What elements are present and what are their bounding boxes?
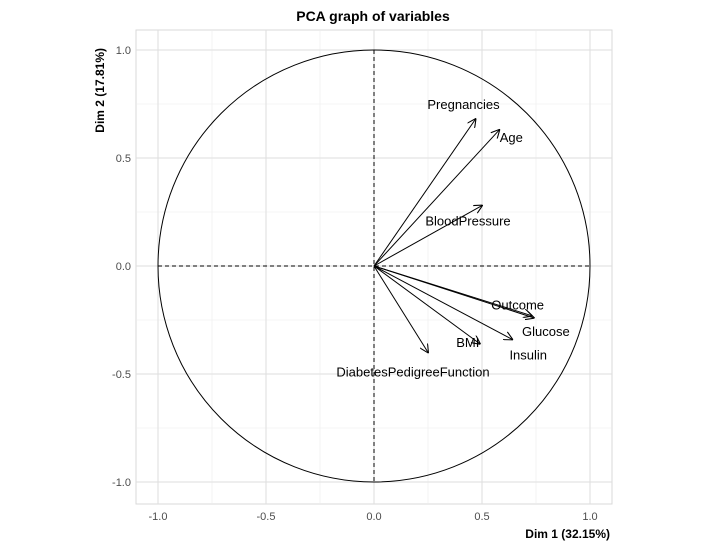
y-axis-title: Dim 2 (17.81%)	[93, 48, 107, 133]
label-bmi: BMI	[456, 335, 479, 350]
arrow-age	[373, 130, 499, 267]
arrow-glucose	[373, 265, 534, 318]
variable-labels: Pregnancies Age BloodPressure Outcome Glucos…	[336, 97, 569, 379]
y-tick-label: 0.0	[116, 261, 131, 273]
chart-title: PCA graph of variables	[296, 8, 450, 24]
x-tick-label: -1.0	[149, 511, 168, 523]
reference-lines	[158, 50, 590, 482]
label-pregnancies: Pregnancies	[427, 97, 500, 112]
arrow-insulin	[373, 265, 512, 339]
x-tick-label: 0.0	[366, 511, 381, 523]
y-tick-label: 0.5	[116, 153, 131, 165]
x-axis-title: Dim 1 (32.15%)	[525, 527, 610, 541]
label-diabetespedigreefunction: DiabetesPedigreeFunction	[336, 364, 489, 379]
x-tick-label: 1.0	[582, 511, 597, 523]
label-outcome: Outcome	[491, 298, 544, 313]
y-tick-label: 1.0	[116, 45, 131, 57]
label-glucose: Glucose	[522, 324, 570, 339]
x-tick-label: -0.5	[257, 511, 276, 523]
label-bloodpressure: BloodPressure	[425, 214, 510, 229]
arrow-diabetespedigreefunction	[373, 265, 428, 352]
tick-labels: -1.0 -0.5 0.0 0.5 1.0 -1.0 -0.5 0.0 0.5 1.0	[112, 45, 598, 523]
arrow-bloodpressure	[373, 206, 482, 267]
x-tick-label: 0.5	[474, 511, 489, 523]
y-tick-label: -1.0	[112, 477, 131, 489]
label-age: Age	[500, 130, 523, 145]
arrow-pregnancies	[373, 119, 476, 267]
label-insulin: Insulin	[509, 347, 547, 362]
arrow-bmi	[373, 265, 480, 344]
y-tick-label: -0.5	[112, 369, 131, 381]
variable-arrows	[373, 119, 534, 352]
